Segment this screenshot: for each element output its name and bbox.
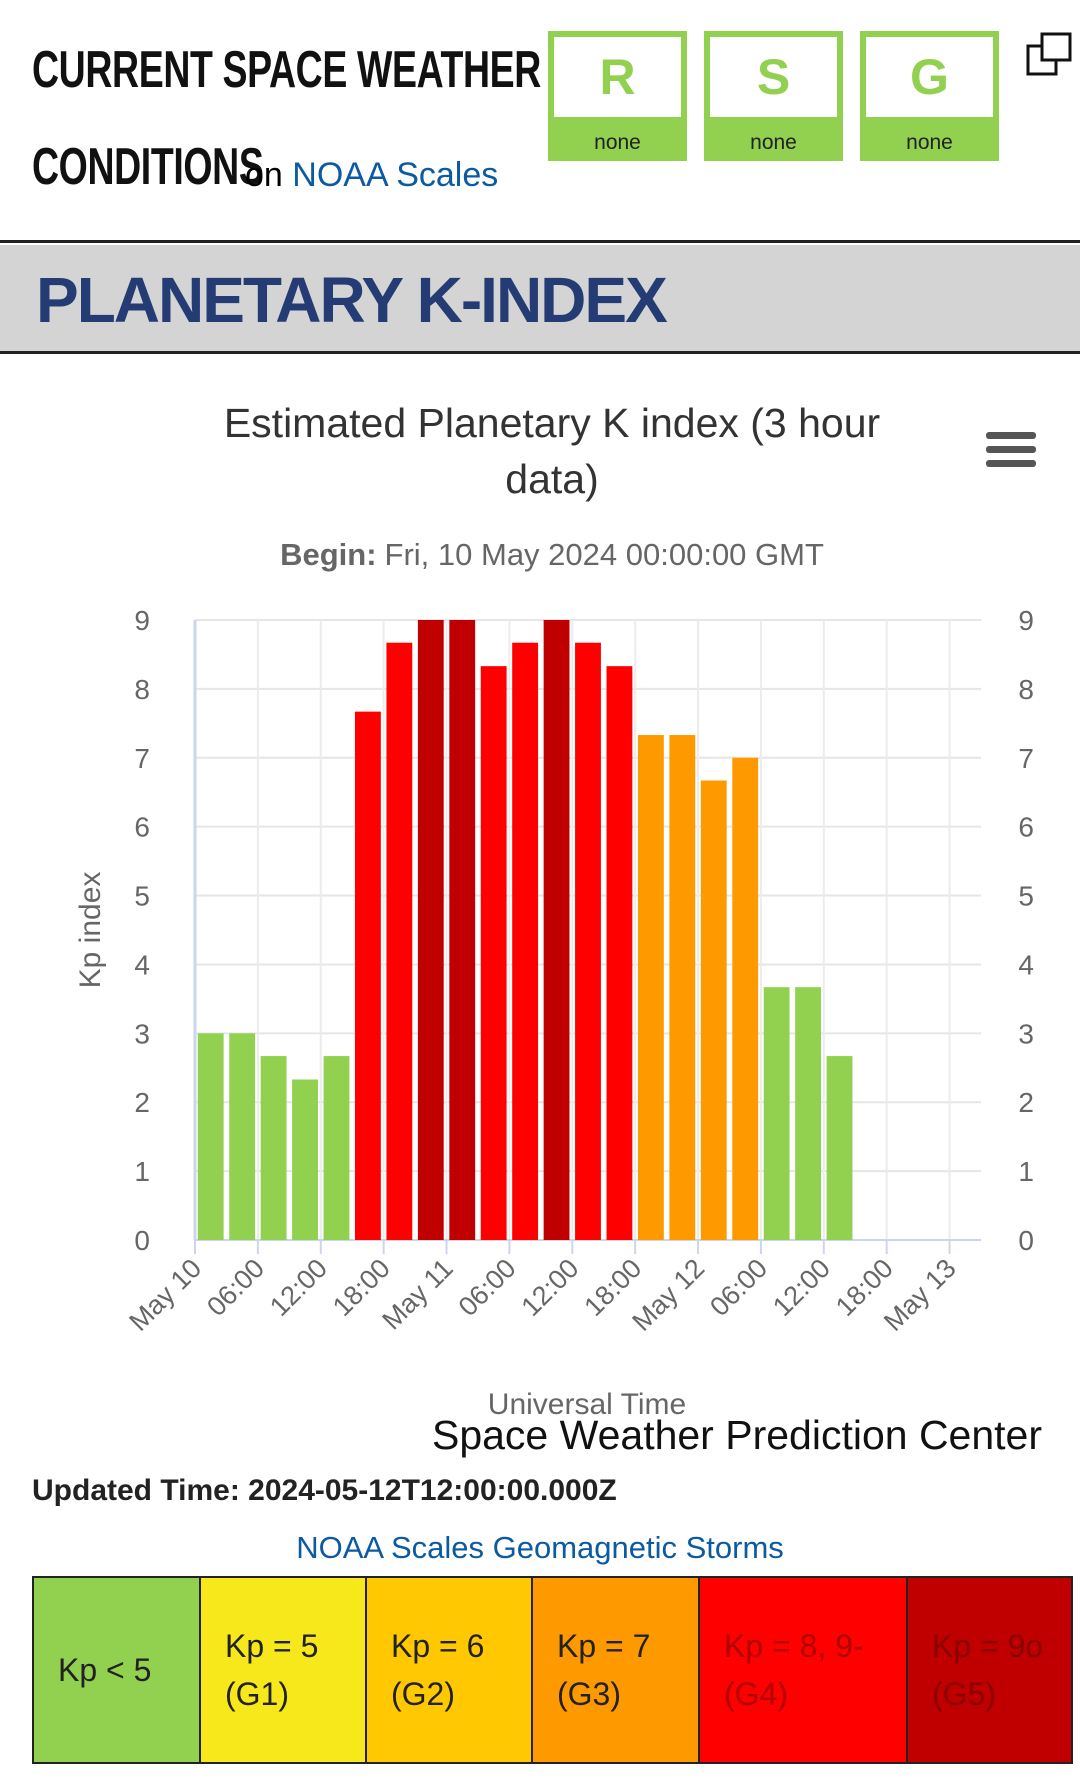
header-on-text: on (245, 156, 283, 194)
y2-tick-label: 0 (1018, 1225, 1034, 1256)
y2-tick-label: 2 (1018, 1087, 1034, 1118)
x-axis-title: Universal Time (488, 1388, 686, 1421)
bar (197, 1033, 224, 1240)
subtitle-text: Fri, 10 May 2024 00:00:00 GMT (385, 537, 824, 572)
legend-table: Kp < 5 Kp = 5 (G1) Kp = 6 (G2) Kp = 7 (G3) K… (32, 1576, 1073, 1764)
bar (575, 642, 601, 1240)
y2-tick-label: 7 (1018, 743, 1034, 774)
subtitle-label: Begin: (280, 537, 376, 572)
bar (229, 1033, 256, 1240)
legend-link[interactable]: NOAA Scales Geomagnetic Storms (296, 1530, 784, 1565)
legend-cell: Kp = 7 (G3) (533, 1578, 700, 1762)
x-tick-label: May 13 (878, 1253, 962, 1337)
bar (826, 1056, 853, 1240)
updated-time: Updated Time: 2024-05-12T12:00:00.000Z (32, 1474, 617, 1507)
y2-tick-label: 4 (1018, 949, 1034, 980)
legend-cell: Kp = 8, 9- (G4) (700, 1578, 908, 1762)
bar (323, 1056, 350, 1240)
x-tick-label: 12:00 (767, 1253, 836, 1322)
bar (543, 620, 570, 1240)
header-link[interactable]: NOAA Scales (292, 156, 499, 194)
section-title: PLANETARY K-INDEX (36, 264, 668, 336)
header-on: on NOAA Scales (245, 156, 498, 195)
scale-letter: G (866, 37, 993, 117)
y-tick-label: 9 (134, 605, 150, 636)
y2-tick-label: 6 (1018, 812, 1034, 843)
y2-tick-label: 9 (1018, 605, 1034, 636)
bar (732, 757, 759, 1240)
scale-level: none (594, 131, 641, 154)
x-tick-label: May 11 (376, 1253, 458, 1335)
bar (795, 987, 821, 1240)
y-tick-label: 3 (134, 1018, 150, 1049)
header-title: CONDITIONS (32, 138, 264, 196)
y-tick-label: 7 (134, 743, 150, 774)
y-axis-title: Kp index (74, 872, 107, 989)
header: CURRENT SPACE WEATHER CONDITIONS on NOAA… (0, 0, 1080, 243)
y-tick-label: 5 (134, 881, 150, 912)
y-tick-label: 2 (134, 1087, 150, 1118)
scale-letter: S (710, 37, 837, 117)
bar (606, 666, 633, 1240)
bar (449, 620, 476, 1240)
credit: Space Weather Prediction Center (432, 1412, 1042, 1458)
x-tick-label: 12:00 (264, 1253, 333, 1322)
x-tick-label: 12:00 (516, 1253, 585, 1322)
bar (763, 987, 790, 1240)
x-tick-label: 06:00 (201, 1253, 270, 1322)
bar (386, 642, 413, 1240)
bar (669, 735, 696, 1240)
bar (700, 780, 727, 1240)
legend-cell: Kp = 9o (G5) (908, 1578, 1071, 1762)
section-band: PLANETARY K-INDEX (0, 245, 1080, 354)
y2-tick-label: 5 (1018, 881, 1034, 912)
x-tick-label: May 12 (626, 1253, 710, 1337)
y2-tick-label: 3 (1018, 1018, 1034, 1049)
scale-level: none (750, 131, 797, 154)
bar (355, 711, 381, 1240)
bar (512, 642, 539, 1240)
legend-cell: Kp = 5 (G1) (201, 1578, 367, 1762)
y-tick-label: 1 (134, 1156, 150, 1187)
y-tick-label: 4 (134, 949, 150, 980)
popout-icon[interactable] (1026, 32, 1074, 78)
bar (480, 666, 507, 1240)
header-title: CURRENT SPACE WEATHER (32, 41, 541, 99)
chart-title-line: Estimated Planetary K index (3 hour (224, 400, 880, 446)
y-tick-label: 0 (134, 1225, 150, 1256)
scale-level: none (906, 131, 953, 154)
y2-tick-label: 8 (1018, 674, 1034, 705)
bar (260, 1056, 287, 1240)
legend-cell: Kp < 5 (34, 1578, 201, 1762)
chart-title: Estimated Planetary K index (3 hour data) (224, 400, 880, 502)
menu-icon[interactable] (986, 432, 1036, 467)
y2-tick-label: 1 (1018, 1156, 1034, 1187)
scale-letter: R (554, 37, 681, 117)
x-tick-label: 06:00 (453, 1253, 522, 1322)
x-tick-label: 06:00 (704, 1253, 773, 1322)
chart: Estimated Planetary K index (3 hour data)… (74, 400, 1042, 1458)
bar (417, 620, 444, 1240)
bar (637, 735, 664, 1240)
bar (292, 1079, 318, 1240)
y-tick-label: 6 (134, 812, 150, 843)
y-tick-label: 8 (134, 674, 150, 705)
chart-title-line: data) (505, 456, 598, 502)
chart-subtitle: Begin: Fri, 10 May 2024 00:00:00 GMT (280, 537, 824, 572)
legend-cell: Kp = 6 (G2) (367, 1578, 533, 1762)
x-tick-label: May 10 (123, 1253, 207, 1337)
